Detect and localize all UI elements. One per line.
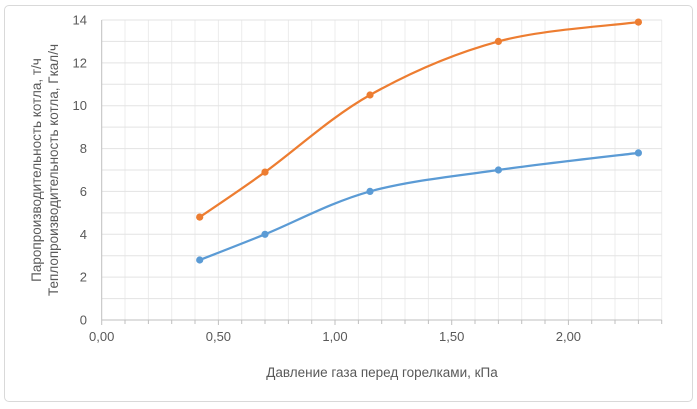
orange-series-data-point-marker — [196, 213, 204, 221]
blue-series-data-point-marker — [634, 149, 643, 157]
y-tick-label: 0 — [80, 313, 87, 328]
y-tick-label: 12 — [73, 55, 87, 70]
chart-frame — [4, 5, 693, 402]
y-tick-label: 10 — [73, 98, 87, 113]
x-tick-label: 1,50 — [439, 329, 464, 344]
x-tick-label: 1,00 — [322, 329, 347, 344]
orange-series-data-point-marker — [634, 18, 643, 26]
y-axis-title: Паропроизводительность котла, т/ч Теплоп… — [28, 20, 62, 320]
blue-series-line — [198, 151, 640, 262]
x-tick-label: 0,00 — [89, 329, 114, 344]
blue-series-data-point-marker — [261, 230, 269, 238]
y-axis-title-line2: Теплопроизводительность котла, Гкал/ч — [46, 44, 61, 296]
y-tick-label: 14 — [73, 13, 87, 28]
blue-series-data-point-marker — [494, 166, 502, 174]
x-tick-label: 2,00 — [556, 329, 581, 344]
y-tick-label: 4 — [80, 227, 87, 242]
orange-series-data-point-marker — [366, 91, 374, 99]
y-axis-title-line1: Паропроизводительность котла, т/ч — [29, 58, 44, 282]
blue-series-data-point-marker — [196, 256, 204, 264]
orange-series-line — [198, 20, 640, 219]
orange-series-data-point-marker — [261, 168, 269, 176]
y-tick-label: 6 — [80, 184, 87, 199]
orange-series-data-point-marker — [494, 37, 502, 46]
y-tick-label: 2 — [80, 270, 87, 285]
x-tick-label: 0,50 — [206, 329, 231, 344]
y-tick-label: 8 — [80, 141, 87, 156]
blue-series-data-point-marker — [366, 187, 374, 195]
x-axis-title: Давление газа перед горелками, кПа — [266, 365, 498, 380]
